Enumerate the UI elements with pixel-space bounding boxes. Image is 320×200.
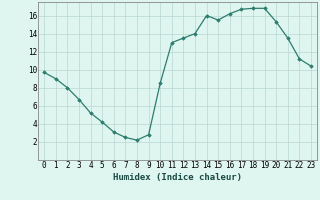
- X-axis label: Humidex (Indice chaleur): Humidex (Indice chaleur): [113, 173, 242, 182]
